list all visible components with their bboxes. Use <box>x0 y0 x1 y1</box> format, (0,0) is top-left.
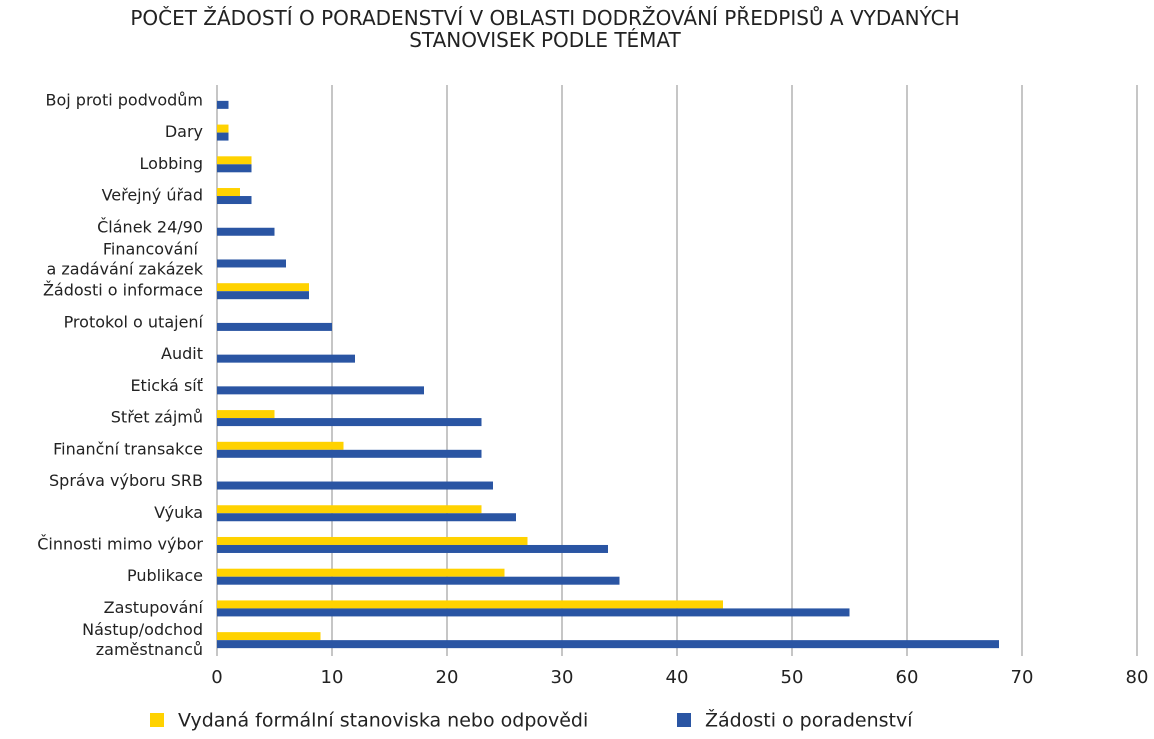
y-tick-label: Nástup/odchod zaměstnanců <box>82 620 203 659</box>
bar <box>217 283 309 292</box>
x-tick-label: 50 <box>781 667 804 688</box>
bar <box>217 124 229 133</box>
y-tick-label: Správa výboru SRB <box>49 471 203 490</box>
legend-label: Vydaná formální stanoviska nebo odpovědi <box>178 710 588 732</box>
y-tick-label: Protokol o utajení <box>64 312 204 331</box>
bar <box>217 188 240 197</box>
y-tick-label: Střet zájmů <box>111 408 203 427</box>
bar <box>217 354 355 363</box>
bar <box>217 100 229 109</box>
y-tick-label: Boj proti podvodům <box>45 90 203 109</box>
bar <box>217 227 275 236</box>
bar <box>217 291 309 300</box>
y-tick-label: Publikace <box>127 566 203 585</box>
y-tick-label: Veřejný úřad <box>102 186 203 205</box>
bar <box>217 513 516 522</box>
bar <box>217 418 482 427</box>
y-tick-label: Lobbing <box>140 154 203 173</box>
legend-label: Žádosti o poradenství <box>705 709 913 732</box>
x-tick-label: 60 <box>896 667 919 688</box>
legend-swatch <box>677 713 691 727</box>
bar <box>217 505 482 514</box>
y-tick-label: Činnosti mimo výbor <box>37 534 203 553</box>
bar <box>217 386 424 395</box>
x-tick-label: 0 <box>211 667 222 688</box>
chart-title: POČET ŽÁDOSTÍ O PORADENSTVÍ V OBLASTI DO… <box>130 6 959 52</box>
x-tick-label: 40 <box>666 667 689 688</box>
bar <box>217 196 252 205</box>
y-tick-label: Dary <box>165 122 203 141</box>
y-tick-label: Zastupování <box>104 598 204 617</box>
bar <box>217 576 620 585</box>
y-tick-label: Článek 24/90 <box>97 217 203 236</box>
bar <box>217 322 332 331</box>
legend-swatch <box>150 713 164 727</box>
bar <box>217 640 999 649</box>
bar <box>217 536 528 545</box>
y-tick-label: Audit <box>161 344 203 363</box>
x-tick-label: 80 <box>1126 667 1149 688</box>
x-tick-label: 10 <box>321 667 344 688</box>
bar <box>217 632 321 641</box>
y-tick-label: Žádosti o informace <box>43 281 203 300</box>
y-tick-label: Financování a zadávání zakázek <box>47 239 204 278</box>
bar <box>217 449 482 458</box>
x-tick-label: 70 <box>1011 667 1034 688</box>
y-tick-label: Etická síť <box>130 376 203 395</box>
bar <box>217 164 252 173</box>
bar <box>217 410 275 419</box>
bar <box>217 156 252 165</box>
x-tick-label: 20 <box>436 667 459 688</box>
bar <box>217 132 229 141</box>
bar <box>217 544 608 553</box>
x-tick-label: 30 <box>551 667 574 688</box>
bar <box>217 608 850 617</box>
bar <box>217 600 723 609</box>
bar <box>217 441 344 450</box>
y-tick-label: Finanční transakce <box>53 439 203 458</box>
bar <box>217 568 505 577</box>
y-tick-label: Výuka <box>154 503 203 522</box>
bar <box>217 259 286 268</box>
bar <box>217 481 493 490</box>
